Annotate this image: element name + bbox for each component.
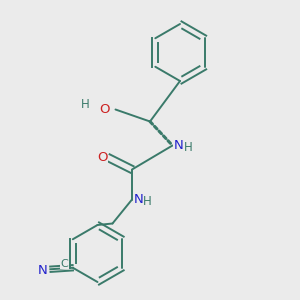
Text: N: N (38, 264, 48, 277)
Text: O: O (97, 151, 107, 164)
Text: O: O (100, 103, 110, 116)
Text: C: C (61, 259, 68, 269)
Text: N: N (134, 193, 143, 206)
Text: H: H (81, 98, 90, 111)
Text: H: H (143, 195, 152, 208)
Text: N: N (174, 139, 184, 152)
Text: H: H (184, 141, 193, 154)
